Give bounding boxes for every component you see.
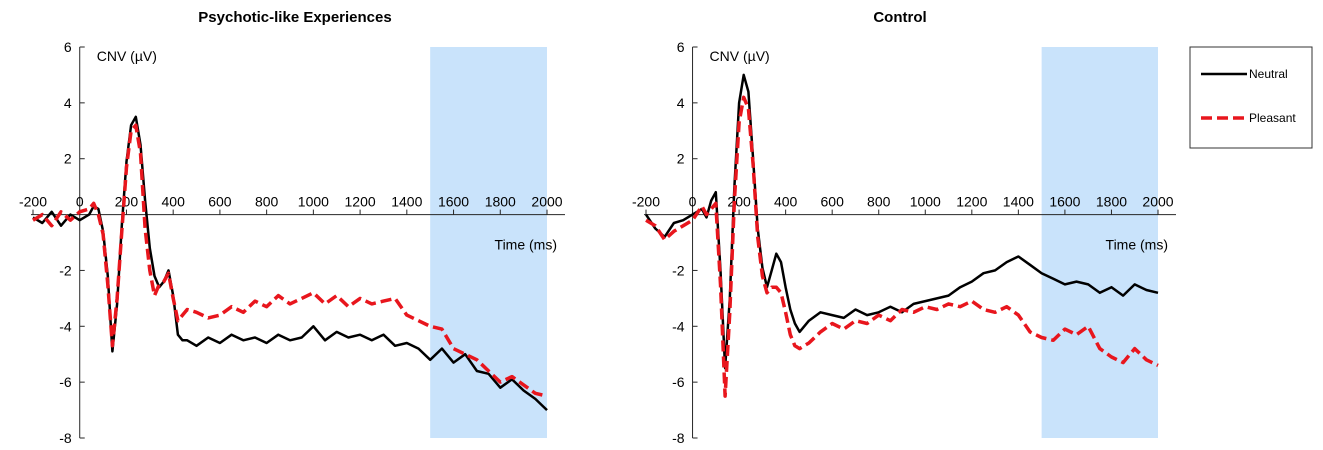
y-tick-label: 4 (677, 95, 685, 111)
y-axis-label: CNV (µV) (710, 48, 770, 64)
x-tick-label: 200 (727, 194, 751, 210)
legend-label: Neutral (1249, 67, 1288, 81)
x-axis-label: Time (ms) (495, 237, 557, 253)
x-tick-label: 1400 (1003, 194, 1034, 210)
y-tick-label: -2 (672, 262, 685, 278)
y-tick-label: -6 (672, 374, 685, 390)
x-tick-label: 600 (821, 194, 845, 210)
x-tick-label: 0 (689, 194, 697, 210)
legend: Neutral Pleasant (1189, 46, 1313, 149)
series-line-pleasant (645, 95, 1159, 398)
y-tick-label: 4 (64, 95, 72, 111)
y-tick-label: -4 (59, 318, 72, 334)
legend-label: Pleasant (1249, 111, 1296, 125)
y-tick-label: -2 (59, 262, 72, 278)
x-tick-label: 1800 (485, 194, 516, 210)
chart-panel-1: Psychotic-like Experiences -200 0 200 400 600… (19, 9, 565, 446)
highlight-window (1041, 47, 1158, 438)
x-tick-label: 1800 (1096, 194, 1127, 210)
x-tick-label: 2000 (531, 194, 562, 210)
y-axis-label: CNV (µV) (97, 48, 157, 64)
y-tick-label: 2 (677, 151, 685, 167)
legend-box (1189, 46, 1313, 149)
y-tick-label: -6 (59, 374, 72, 390)
x-tick-label: 1400 (391, 194, 422, 210)
x-tick-label: 1000 (910, 194, 941, 210)
y-tick-label: 6 (64, 39, 72, 55)
x-tick-label: 2000 (1142, 194, 1173, 210)
x-axis-label: Time (ms) (1106, 237, 1168, 253)
x-tick-label: 1600 (438, 194, 469, 210)
y-tick-label: 2 (64, 151, 72, 167)
y-tick-label: -8 (59, 430, 72, 446)
x-tick-label: 1600 (1049, 194, 1080, 210)
x-tick-label: 600 (208, 194, 232, 210)
chart-title: Control (873, 9, 926, 26)
x-tick-label: 400 (162, 194, 186, 210)
x-tick-label: 800 (255, 194, 279, 210)
series-line-neutral (644, 73, 1159, 370)
x-tick-label: -200 (632, 194, 660, 210)
series-line-pleasant (32, 123, 548, 398)
y-tick-label: 6 (677, 39, 685, 55)
x-tick-label: 0 (76, 194, 84, 210)
chart-title: Psychotic-like Experiences (198, 9, 391, 26)
x-tick-label: 400 (774, 194, 798, 210)
series-line-neutral (32, 115, 548, 412)
y-tick-label: -8 (672, 430, 685, 446)
y-tick-label: -4 (672, 318, 685, 334)
x-tick-label: 1200 (345, 194, 376, 210)
x-tick-label: 1200 (956, 194, 987, 210)
x-tick-label: -200 (19, 194, 47, 210)
x-tick-label: 800 (867, 194, 891, 210)
x-tick-label: 200 (115, 194, 139, 210)
x-tick-label: 1000 (298, 194, 329, 210)
chart-panel-2: Control -200 0 200 400 600 800 1000 1200 1400 1600… (632, 9, 1176, 446)
